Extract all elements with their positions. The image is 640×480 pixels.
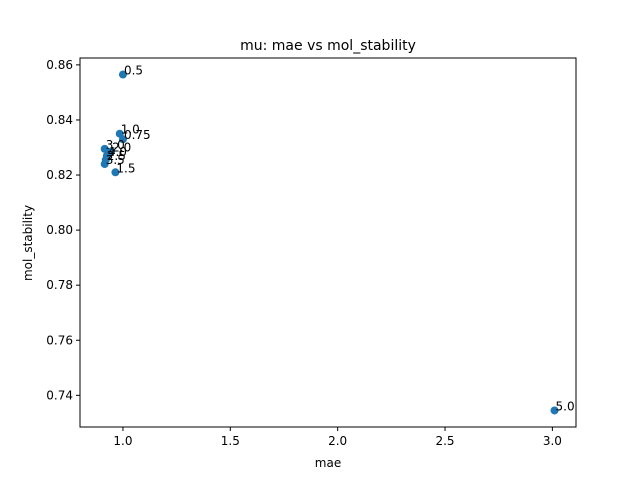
point-label: 0.5: [124, 64, 143, 78]
x-tick-label: 1.5: [221, 434, 240, 448]
point-label: 2.5: [107, 149, 126, 163]
y-tick-label: 0.80: [46, 223, 73, 237]
point-label: 3.5: [106, 153, 125, 167]
plot-frame: [79, 57, 577, 428]
data-point: [111, 168, 120, 177]
x-tick-label: 1.0: [113, 434, 132, 448]
point-label: 4.0: [108, 145, 127, 159]
x-axis-label: mae: [315, 456, 341, 470]
point-label: 2.0: [112, 141, 131, 155]
point-label: 1.5: [116, 161, 135, 175]
data-point: [550, 406, 559, 415]
data-point: [100, 160, 109, 169]
data-point: [118, 135, 127, 144]
y-tick-label: 0.86: [46, 58, 73, 72]
point-label: 0.75: [124, 128, 151, 142]
point-label: 5.0: [556, 399, 575, 413]
y-tick-label: 0.74: [46, 388, 73, 402]
y-tick-label: 0.84: [46, 113, 73, 127]
x-tick-label: 3.0: [543, 434, 562, 448]
y-tick-label: 0.76: [46, 333, 73, 347]
y-axis-label: mol_stability: [21, 205, 35, 281]
x-tick-label: 2.0: [328, 434, 347, 448]
y-tick-label: 0.82: [46, 168, 73, 182]
chart-title: mu: mae vs mol_stability: [240, 38, 416, 54]
data-point: [118, 70, 127, 79]
y-tick-label: 0.78: [46, 278, 73, 292]
x-tick-label: 2.5: [435, 434, 454, 448]
point-label: 1.0: [121, 123, 140, 137]
data-point: [100, 144, 109, 153]
